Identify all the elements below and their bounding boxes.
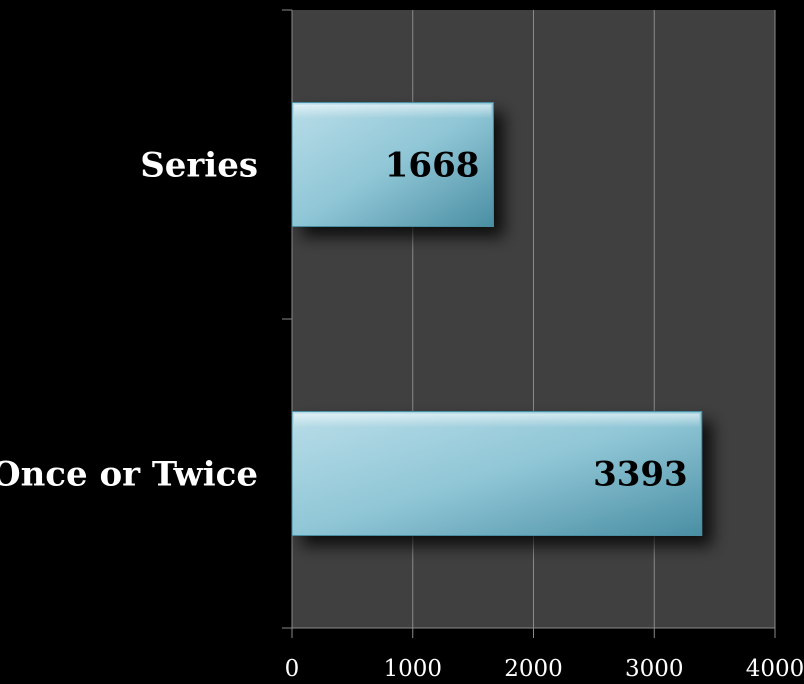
bars bbox=[291, 102, 703, 536]
bar-series bbox=[292, 102, 494, 227]
x-tick-label: 1000 bbox=[383, 656, 442, 682]
x-tick-label: 2000 bbox=[504, 656, 563, 682]
x-tick-label: 3000 bbox=[625, 656, 684, 682]
category-label: Once or Twice bbox=[0, 455, 258, 495]
bar-highlight bbox=[294, 104, 492, 119]
x-tick-label: 0 bbox=[285, 656, 300, 682]
bar-outline bbox=[291, 411, 703, 536]
bar-highlight bbox=[294, 413, 700, 428]
labels: 0 1000 2000 3000 4000 Once or Twice 3393 Series… bbox=[0, 146, 804, 683]
bar-group bbox=[291, 411, 703, 536]
data-label: 1668 bbox=[385, 146, 480, 186]
x-tick-label: 4000 bbox=[746, 656, 804, 682]
category-label: Series bbox=[140, 146, 258, 186]
bar-once-or-twice bbox=[292, 411, 702, 536]
bar-outline bbox=[291, 102, 494, 227]
data-label: 3393 bbox=[593, 455, 688, 495]
bar-group bbox=[291, 102, 494, 227]
